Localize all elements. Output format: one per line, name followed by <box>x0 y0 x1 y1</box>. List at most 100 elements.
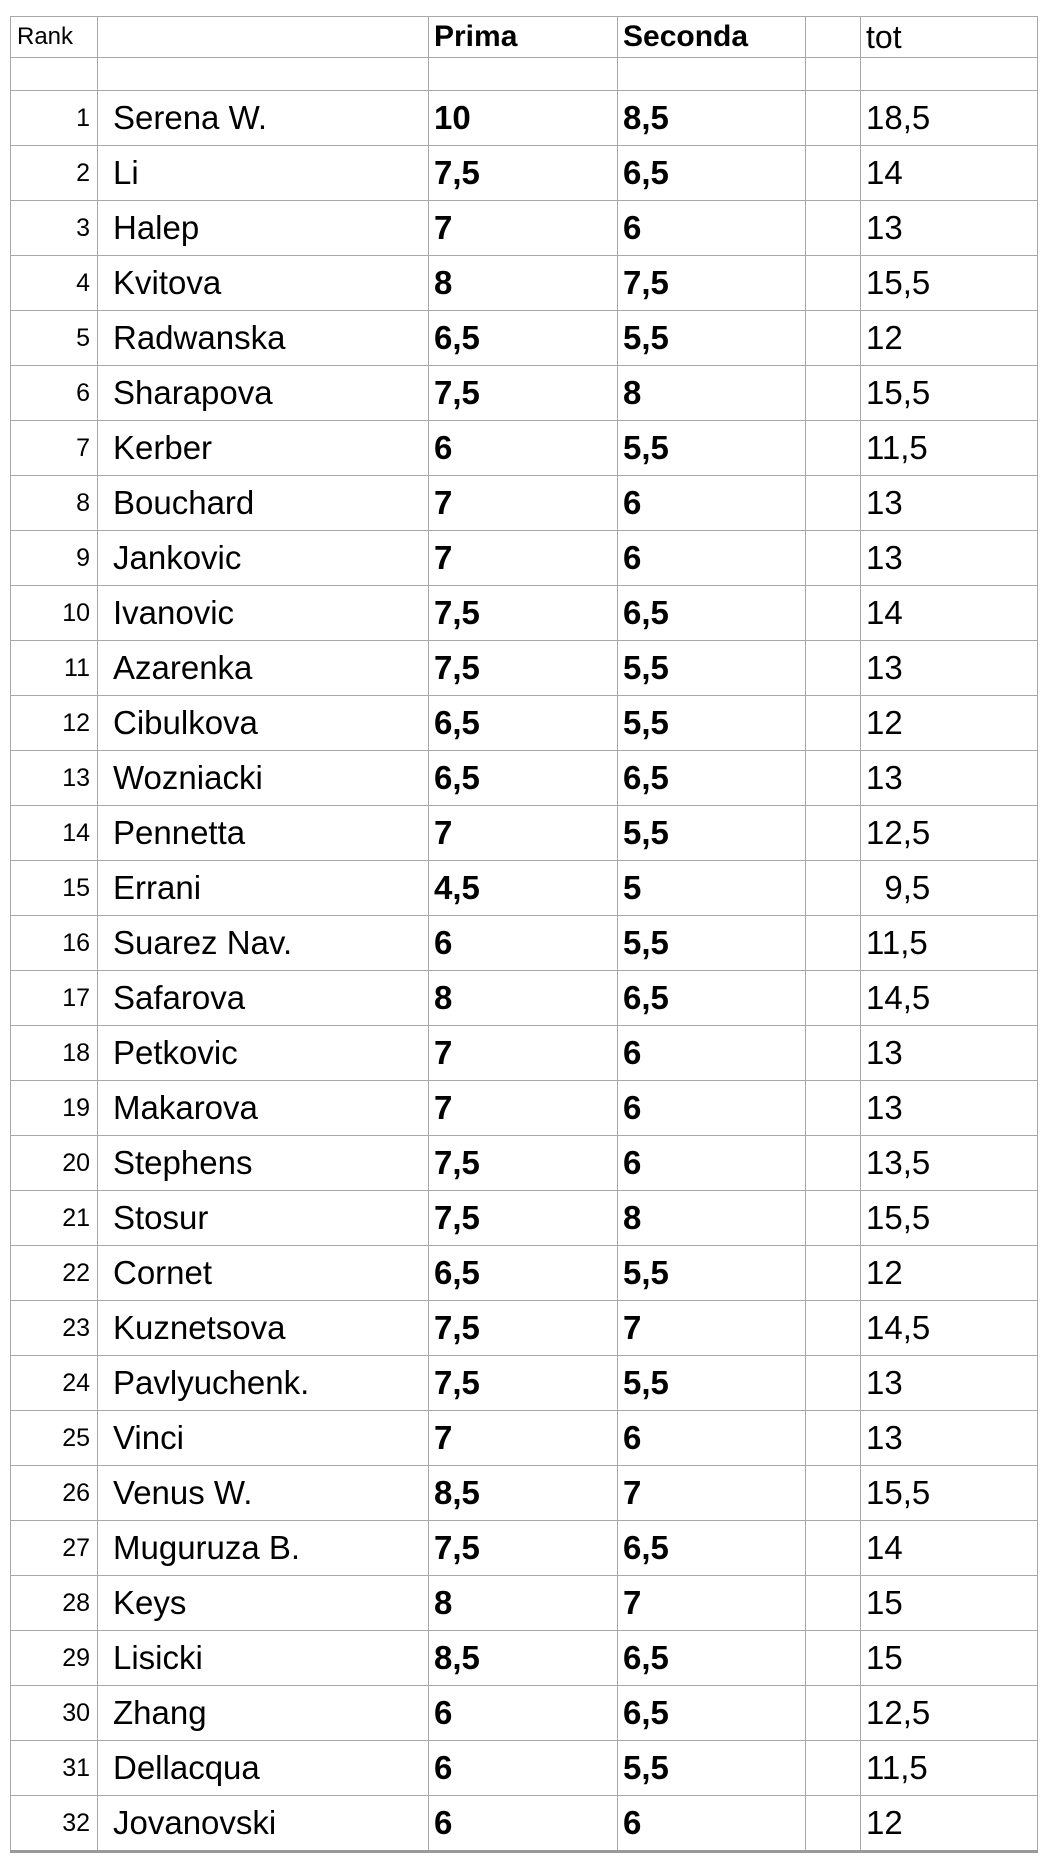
rank-cell: 30 <box>10 1685 98 1741</box>
rank-cell: 1 <box>10 90 98 146</box>
rank-cell: 22 <box>10 1245 98 1301</box>
prima-cell: 7 <box>428 1025 618 1081</box>
gap-cell <box>805 90 861 146</box>
seconda-cell: 6 <box>617 200 806 256</box>
tot-cell: 12 <box>860 695 1038 751</box>
prima-cell: 7,5 <box>428 365 618 421</box>
rank-cell: 11 <box>10 640 98 696</box>
tot-cell: 13 <box>860 1410 1038 1466</box>
rank-cell: 27 <box>10 1520 98 1576</box>
player-name-cell: Kerber <box>97 420 429 476</box>
tot-cell: 15,5 <box>860 255 1038 311</box>
gap-cell <box>805 530 861 586</box>
rank-cell: 4 <box>10 255 98 311</box>
gap-cell <box>805 860 861 916</box>
rank-cell: 2 <box>10 145 98 201</box>
player-name-cell: Dellacqua <box>97 1740 429 1796</box>
prima-cell: 7,5 <box>428 1355 618 1411</box>
prima-cell: 8,5 <box>428 1630 618 1686</box>
table-row: 2 Li 7,5 6,5 14 <box>10 145 1038 201</box>
prima-cell: 7 <box>428 1080 618 1136</box>
seconda-cell: 7 <box>617 1575 806 1631</box>
player-name-cell: Cornet <box>97 1245 429 1301</box>
rank-cell: 14 <box>10 805 98 861</box>
gap-cell <box>805 1740 861 1796</box>
prima-cell: 6,5 <box>428 310 618 366</box>
seconda-cell: 5,5 <box>617 805 806 861</box>
seconda-cell: 5,5 <box>617 310 806 366</box>
rank-cell: 6 <box>10 365 98 421</box>
table-row: 30 Zhang 6 6,5 12,5 <box>10 1685 1038 1741</box>
table-row: 14 Pennetta 7 5,5 12,5 <box>10 805 1038 861</box>
player-name-cell: Jankovic <box>97 530 429 586</box>
player-name-cell: Pavlyuchenk. <box>97 1355 429 1411</box>
table-row: 12 Cibulkova 6,5 5,5 12 <box>10 695 1038 751</box>
rank-cell: 21 <box>10 1190 98 1246</box>
gap-cell <box>805 145 861 201</box>
rank-cell: 29 <box>10 1630 98 1686</box>
player-name-cell: Serena W. <box>97 90 429 146</box>
player-name-cell: Sharapova <box>97 365 429 421</box>
seconda-cell: 5,5 <box>617 1245 806 1301</box>
tot-cell: 12 <box>860 1245 1038 1301</box>
table-row: 16 Suarez Nav. 6 5,5 11,5 <box>10 915 1038 971</box>
rank-cell: 19 <box>10 1080 98 1136</box>
header-tot: tot <box>860 16 1038 58</box>
tot-cell: 13 <box>860 530 1038 586</box>
player-name-cell: Kuznetsova <box>97 1300 429 1356</box>
prima-cell: 7 <box>428 1410 618 1466</box>
seconda-cell: 7,5 <box>617 255 806 311</box>
table-row: 8 Bouchard 7 6 13 <box>10 475 1038 531</box>
prima-cell: 8 <box>428 255 618 311</box>
table-row: 28 Keys 8 7 15 <box>10 1575 1038 1631</box>
header-row: Rank Prima Seconda tot <box>10 16 1038 58</box>
tot-cell: 13 <box>860 750 1038 806</box>
tot-cell: 15,5 <box>860 1190 1038 1246</box>
seconda-cell: 6 <box>617 530 806 586</box>
seconda-cell: 7 <box>617 1300 806 1356</box>
prima-cell: 7 <box>428 530 618 586</box>
header-name <box>97 16 429 58</box>
seconda-cell: 5,5 <box>617 420 806 476</box>
tot-cell: 13 <box>860 200 1038 256</box>
table-row: 22 Cornet 6,5 5,5 12 <box>10 1245 1038 1301</box>
table-row: 19 Makarova 7 6 13 <box>10 1080 1038 1136</box>
gap-cell <box>805 1355 861 1411</box>
gap-cell <box>805 695 861 751</box>
rank-cell: 31 <box>10 1740 98 1796</box>
rank-cell: 5 <box>10 310 98 366</box>
player-name-cell: Stephens <box>97 1135 429 1191</box>
table-row: 27 Muguruza B. 7,5 6,5 14 <box>10 1520 1038 1576</box>
rank-cell: 18 <box>10 1025 98 1081</box>
prima-cell: 7,5 <box>428 1520 618 1576</box>
table-row: 29 Lisicki 8,5 6,5 15 <box>10 1630 1038 1686</box>
seconda-cell: 6 <box>617 1080 806 1136</box>
tot-cell: 13 <box>860 1355 1038 1411</box>
rank-cell: 7 <box>10 420 98 476</box>
tot-cell: 12 <box>860 1795 1038 1852</box>
table-row: 32 Jovanovski 6 6 12 <box>10 1795 1038 1852</box>
gap-cell <box>805 1190 861 1246</box>
player-name-cell: Azarenka <box>97 640 429 696</box>
prima-cell: 7,5 <box>428 585 618 641</box>
table-row: 26 Venus W. 8,5 7 15,5 <box>10 1465 1038 1521</box>
player-name-cell: Jovanovski <box>97 1795 429 1852</box>
prima-cell: 7 <box>428 475 618 531</box>
tot-cell: 11,5 <box>860 1740 1038 1796</box>
gap-cell <box>805 365 861 421</box>
seconda-cell: 5,5 <box>617 1740 806 1796</box>
player-name-cell: Halep <box>97 200 429 256</box>
prima-cell: 7,5 <box>428 1135 618 1191</box>
player-name-cell: Lisicki <box>97 1630 429 1686</box>
prima-cell: 8 <box>428 1575 618 1631</box>
header-rank: Rank <box>10 16 98 58</box>
seconda-cell: 8 <box>617 365 806 421</box>
gap-cell <box>805 1300 861 1356</box>
seconda-cell: 6,5 <box>617 145 806 201</box>
rank-cell: 28 <box>10 1575 98 1631</box>
header-prima: Prima <box>428 16 618 58</box>
prima-cell: 7,5 <box>428 145 618 201</box>
rank-cell: 26 <box>10 1465 98 1521</box>
gap-cell <box>805 1685 861 1741</box>
seconda-cell: 6,5 <box>617 1630 806 1686</box>
